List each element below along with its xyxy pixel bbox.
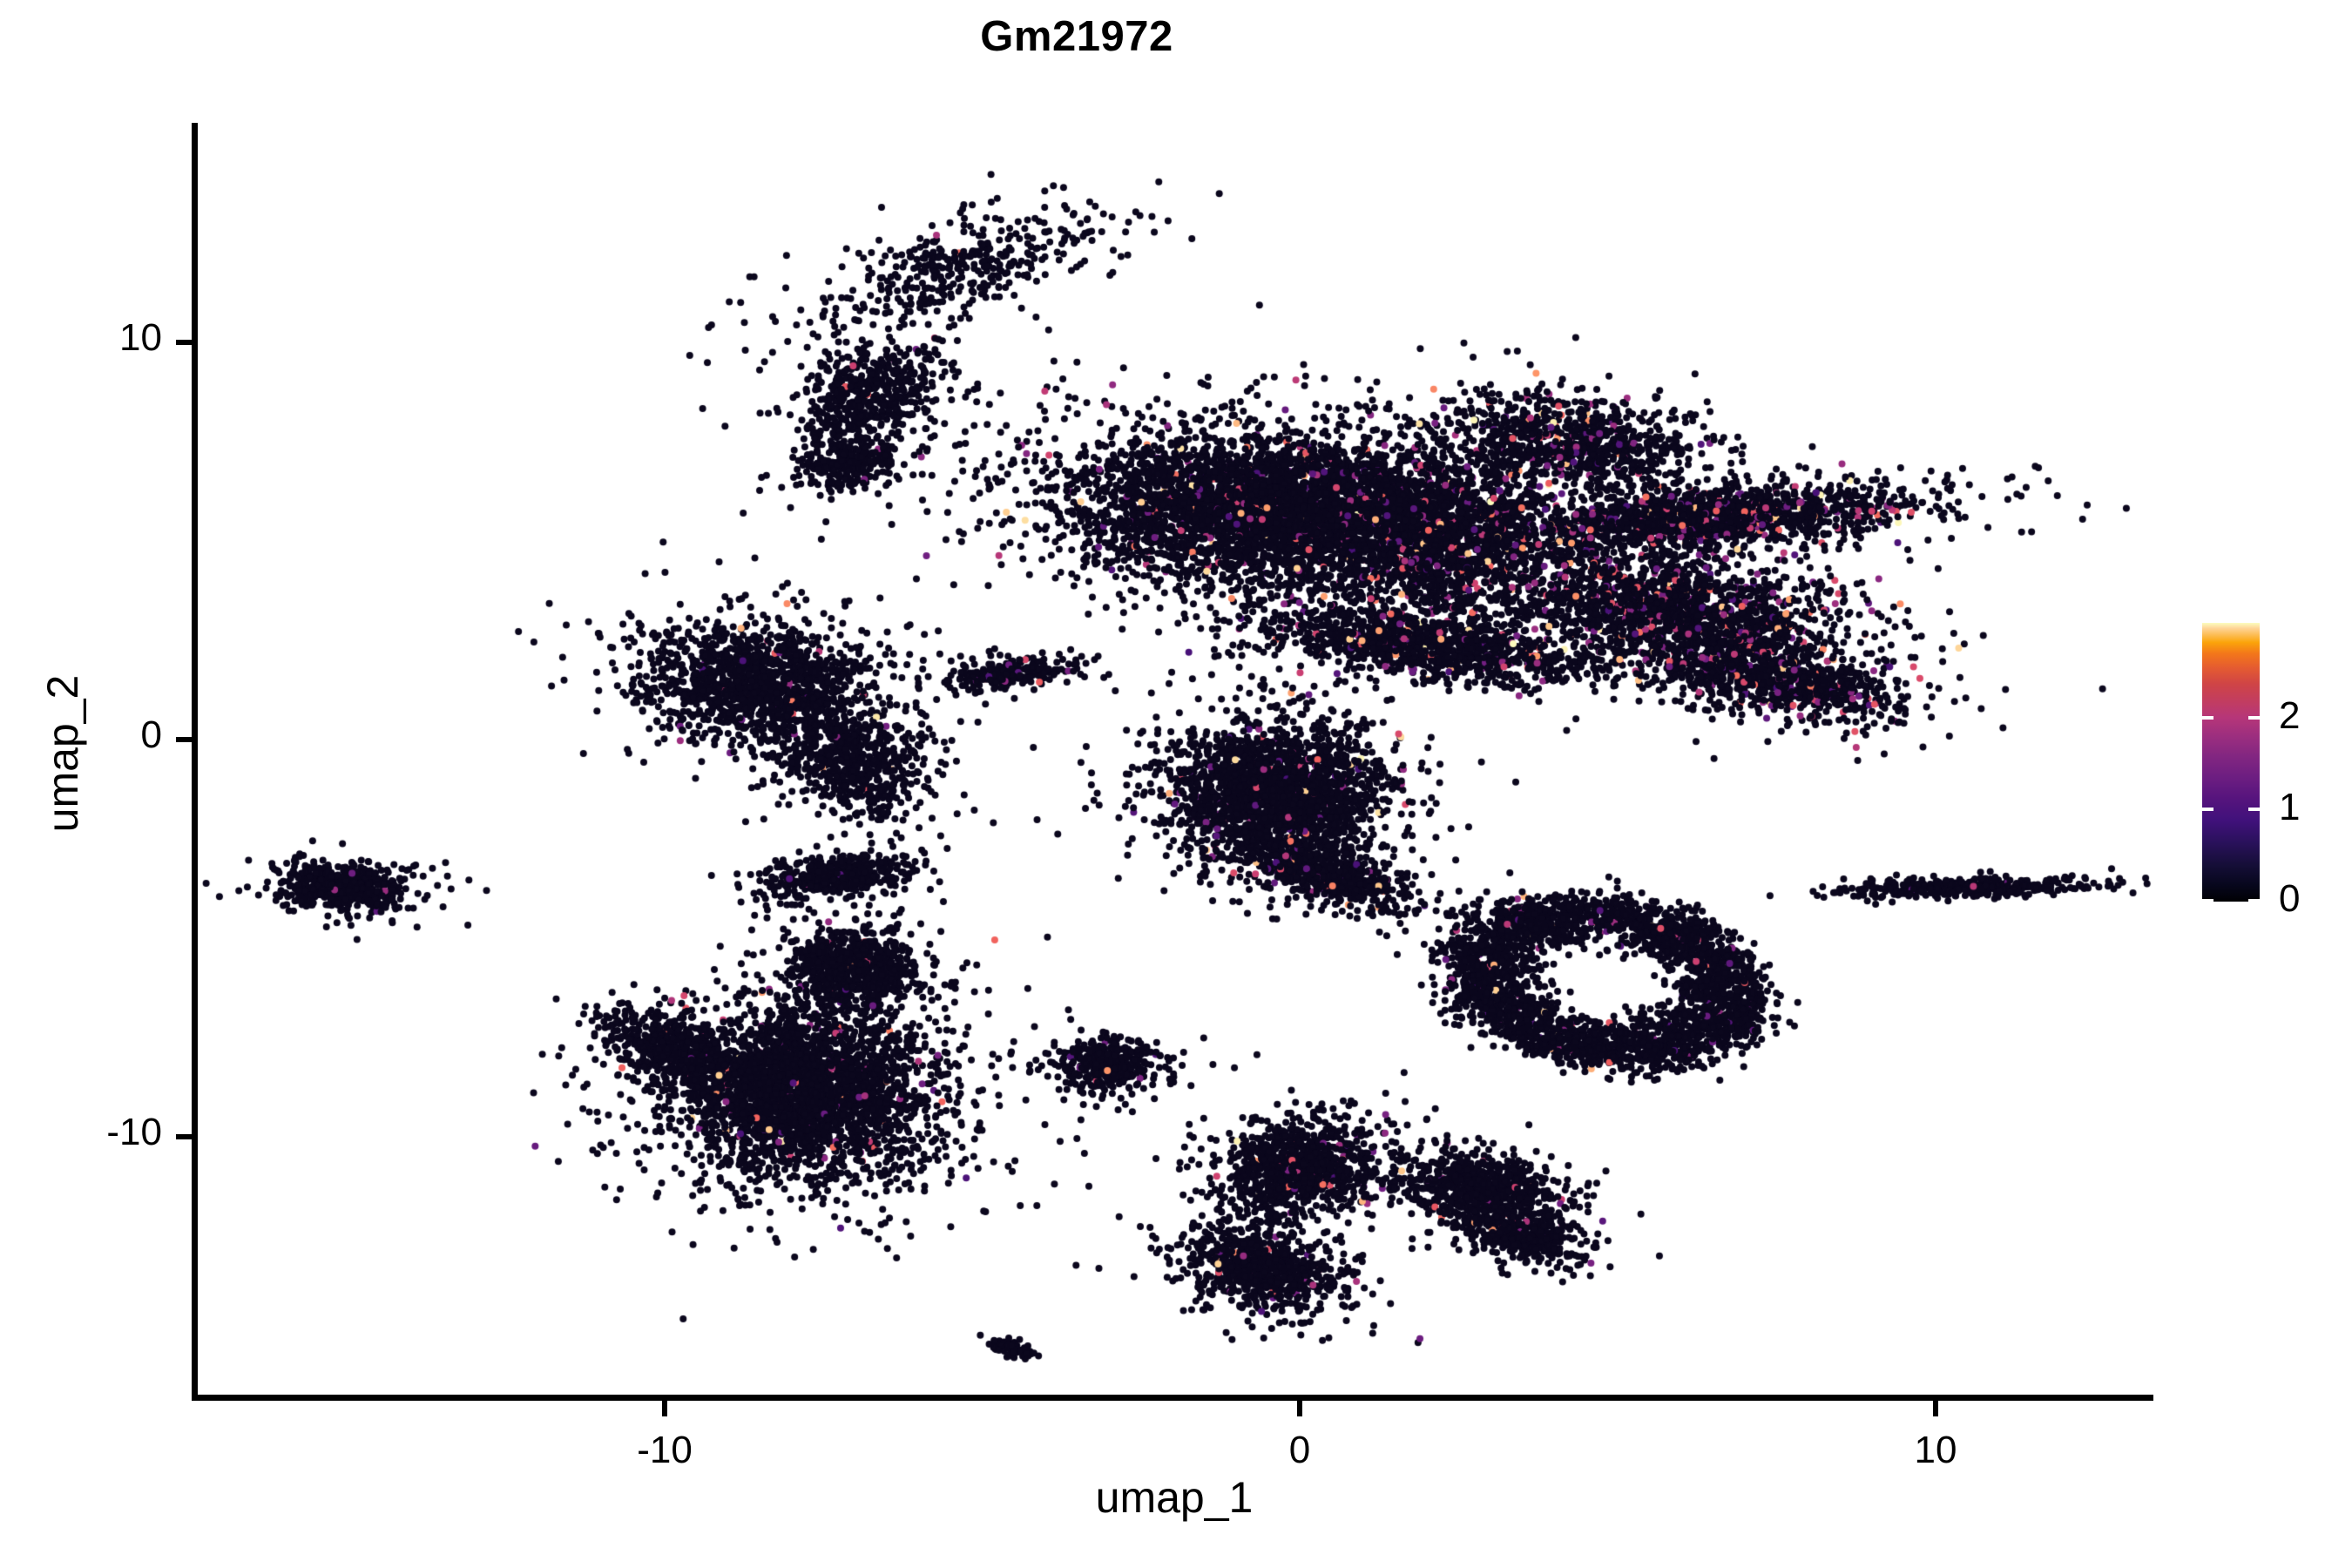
colorbar-tick: [2202, 716, 2213, 720]
y-axis-tick: [176, 340, 192, 345]
colorbar-tick: [2248, 808, 2260, 811]
colorbar-tick: [2202, 808, 2213, 811]
y-axis-line: [192, 123, 198, 1401]
y-axis-tick-label: 0: [140, 713, 162, 756]
colorbar-tick: [2248, 716, 2260, 720]
x-axis-tick: [1297, 1401, 1302, 1416]
x-axis-title: umap_1: [1095, 1473, 1254, 1522]
x-axis-tick-label: -10: [637, 1429, 693, 1471]
colorbar-tick-label: 2: [2279, 694, 2301, 737]
x-axis-tick-label: 10: [1914, 1429, 1957, 1471]
x-axis-tick: [1933, 1401, 1938, 1416]
y-axis-tick-label: -10: [106, 1111, 162, 1153]
colorbar-gradient: [2202, 623, 2260, 902]
y-axis-tick: [176, 737, 192, 742]
colorbar-legend: 2 1 0: [2202, 623, 2342, 920]
colorbar-tick: [2248, 899, 2260, 902]
colorbar-tick-label: 0: [2279, 877, 2301, 920]
plot-panel: [195, 123, 2153, 1397]
colorbar-tick: [2202, 899, 2213, 902]
scatter-plot-canvas: [195, 123, 2153, 1397]
colorbar-tick-label: 1: [2279, 786, 2301, 828]
y-axis-title: umap_2: [38, 674, 87, 833]
y-axis-tick-label: 10: [119, 316, 162, 359]
x-axis-tick-label: 0: [1288, 1429, 1311, 1471]
page-title: Gm21972: [980, 13, 1173, 60]
y-axis-tick: [176, 1134, 192, 1139]
x-axis-line: [192, 1395, 2153, 1401]
x-axis-tick: [662, 1401, 667, 1416]
